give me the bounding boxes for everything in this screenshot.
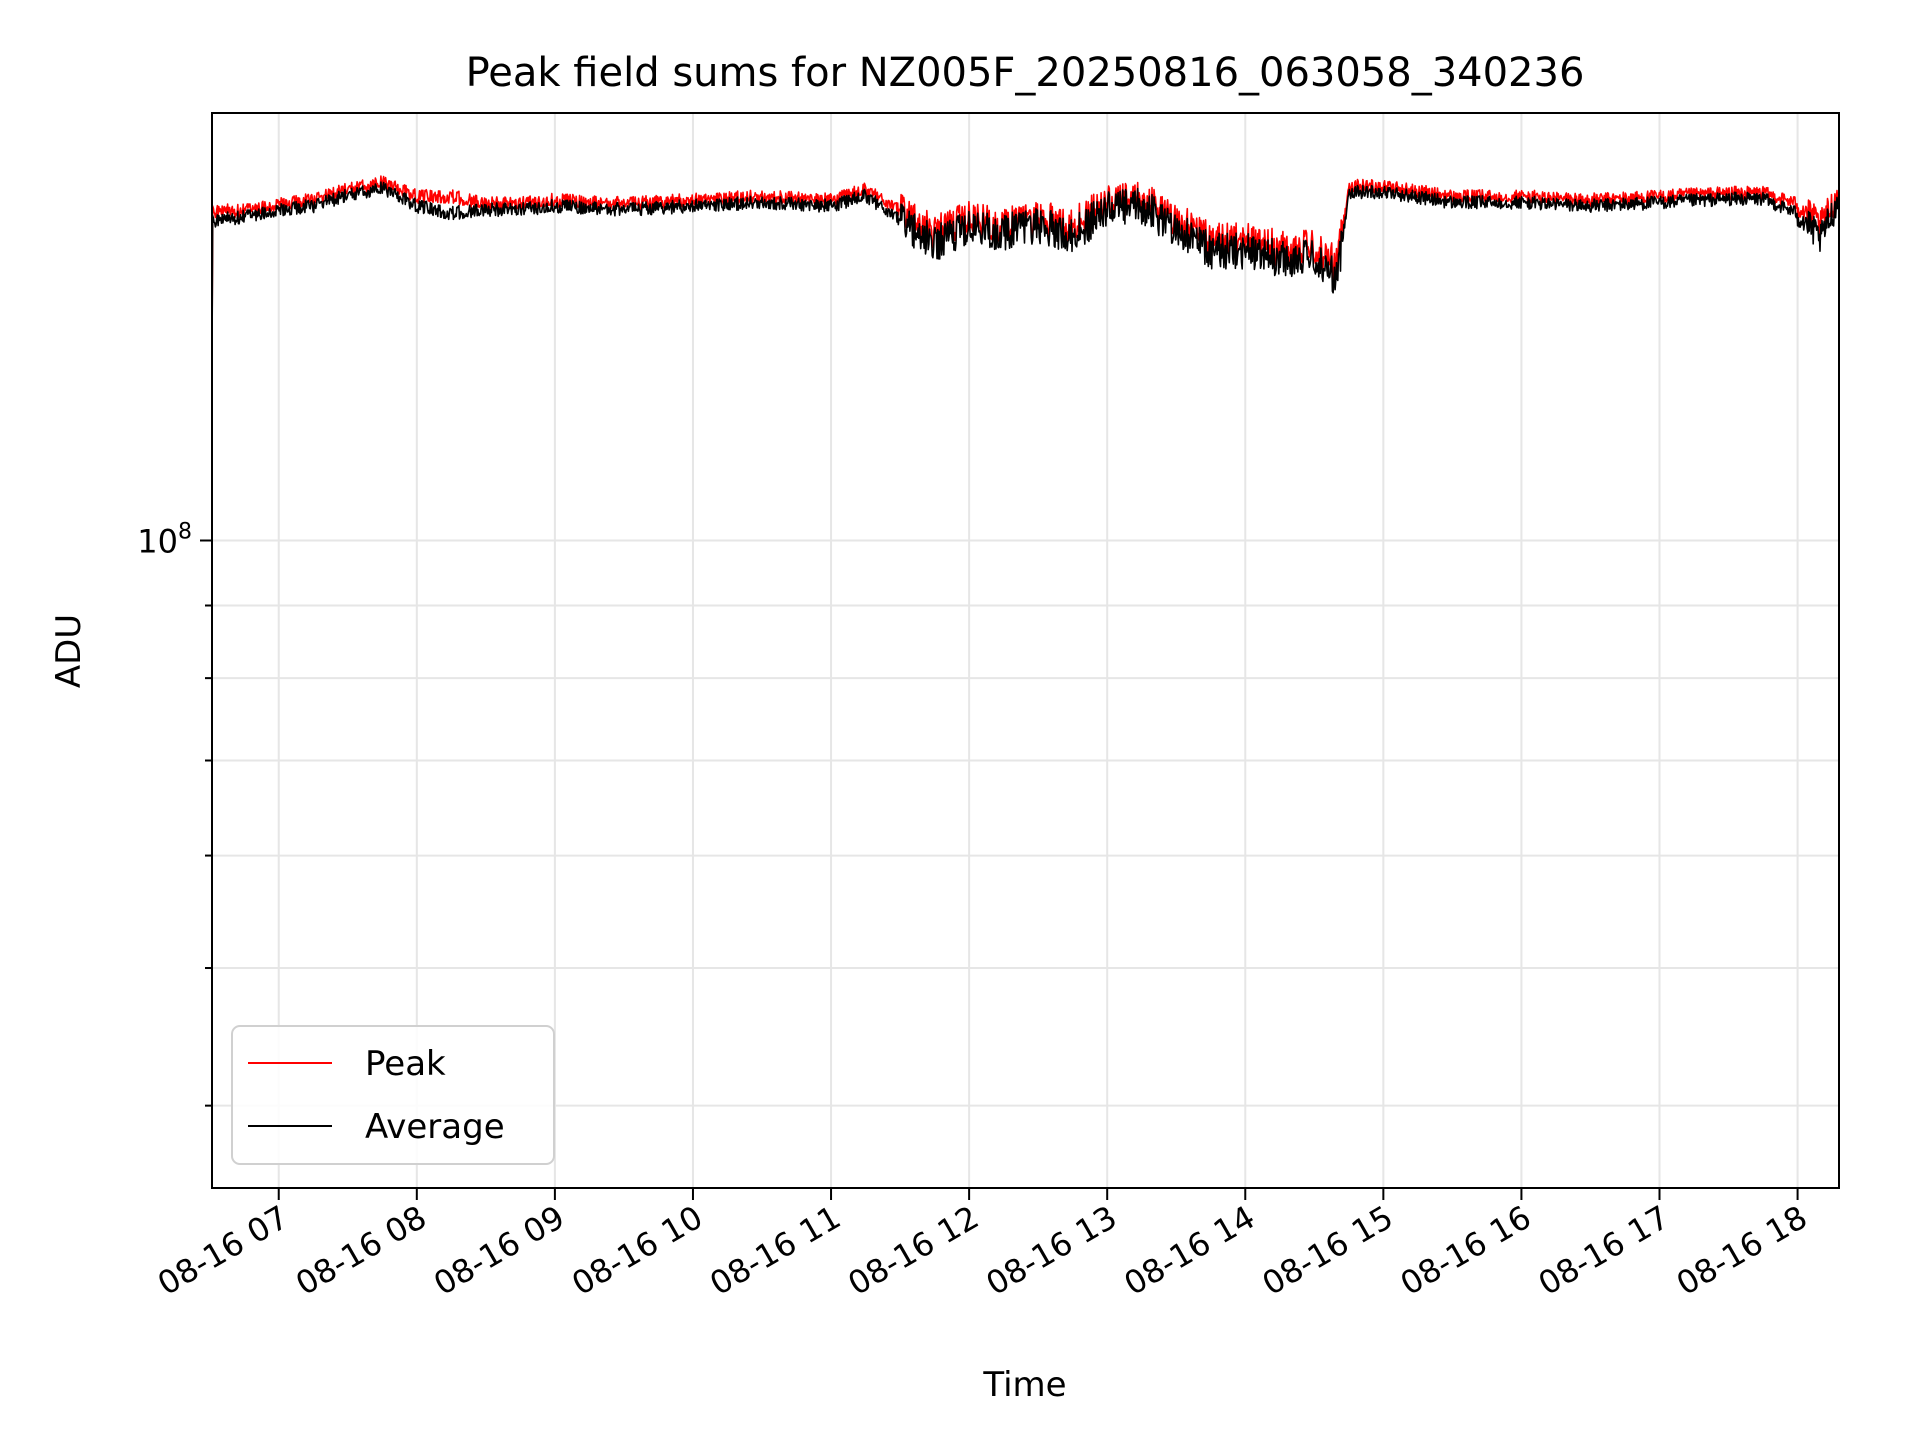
series-layer bbox=[211, 175, 1840, 359]
legend-label-peak: Peak bbox=[365, 1044, 446, 1084]
legend-box bbox=[231, 1025, 555, 1165]
legend-label-average: Average bbox=[365, 1107, 505, 1147]
legend: Peak Average bbox=[231, 1025, 555, 1165]
chart-title: Peak field sums for NZ005F_20250816_0630… bbox=[466, 50, 1585, 96]
y-axis-label: ADU bbox=[49, 614, 89, 688]
plot-frame bbox=[211, 112, 1840, 1189]
y-tick-label: 108 bbox=[137, 520, 192, 561]
y-tick-base: 10 bbox=[137, 523, 178, 561]
y-tick-exponent: 8 bbox=[178, 520, 192, 545]
grid-lines bbox=[212, 113, 1839, 1188]
x-axis-label: Time bbox=[982, 1365, 1066, 1405]
series-line-average bbox=[211, 181, 1840, 359]
